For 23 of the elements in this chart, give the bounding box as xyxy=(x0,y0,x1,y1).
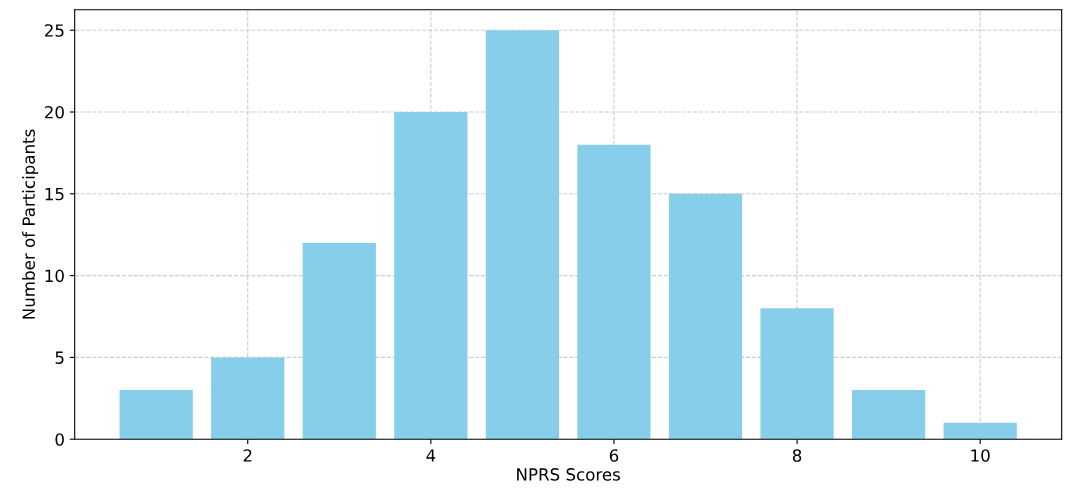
x-tick-label: 6 xyxy=(609,449,619,462)
x-axis-title: NPRS Scores xyxy=(517,468,621,481)
bar xyxy=(394,112,468,440)
x-tick-label: 4 xyxy=(426,449,436,462)
x-tick-label: 8 xyxy=(792,449,802,462)
y-tick-label: 0 xyxy=(55,433,64,446)
y-tick-label: 15 xyxy=(45,187,64,201)
bar xyxy=(943,422,1017,440)
y-tick-label: 20 xyxy=(44,105,64,119)
bar xyxy=(852,390,926,440)
y-axis-title: Number of Participants xyxy=(22,129,39,319)
x-tick-label: 10 xyxy=(971,449,990,462)
bar xyxy=(302,242,376,440)
bar xyxy=(760,308,834,440)
bar xyxy=(668,193,743,440)
bar xyxy=(485,30,560,440)
bar xyxy=(211,357,285,440)
bar xyxy=(119,390,193,440)
y-tick-label: 5 xyxy=(55,351,64,364)
y-tick-label: 10 xyxy=(45,269,64,283)
x-tick-label: 2 xyxy=(243,449,252,462)
bar xyxy=(577,144,651,440)
y-tick-label: 25 xyxy=(44,24,64,37)
